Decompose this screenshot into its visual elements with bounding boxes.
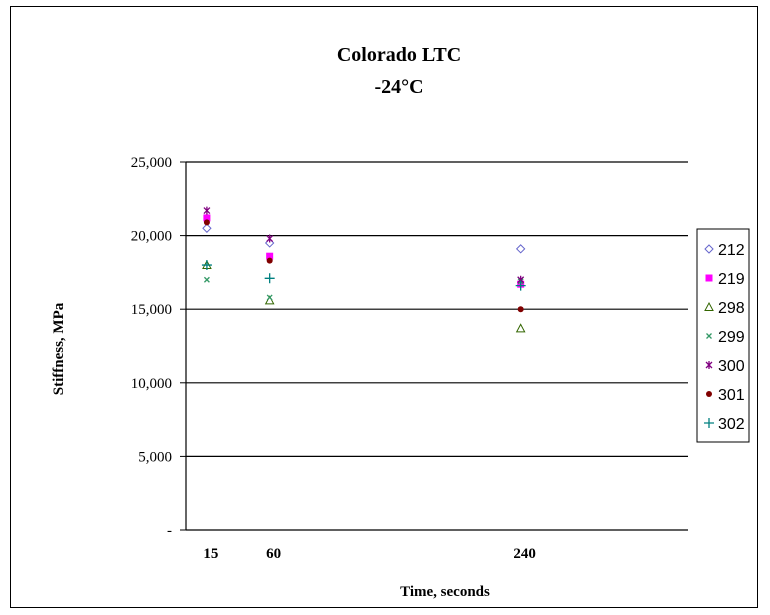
legend-label: 298 xyxy=(718,300,745,317)
y-tick-label: - xyxy=(167,523,172,539)
legend-marker-300 xyxy=(705,361,713,369)
chart-title: Colorado LTC xyxy=(337,44,461,66)
data-point-212 xyxy=(202,223,212,233)
marker-shape xyxy=(705,361,713,369)
legend-marker-299 xyxy=(706,333,712,339)
y-axis-label: Stiffness, MPa xyxy=(51,302,67,395)
chart-subtitle: -24°C xyxy=(374,76,423,98)
legend: 212 219 298 299 300 301 302 xyxy=(696,228,750,443)
chart-frame: Colorado LTC -24°C Stiffness, MPa Time, … xyxy=(10,6,758,608)
marker-shape xyxy=(203,276,210,283)
marks-layer xyxy=(201,206,526,333)
legend-marker-212 xyxy=(704,244,714,254)
data-point-299 xyxy=(266,294,273,301)
legend-label: 300 xyxy=(718,358,745,375)
marker-shape xyxy=(515,323,526,333)
axis-layer: - 5,000 10,000 15,000 20,000 25,000 15 60 240 xyxy=(131,155,688,562)
data-point-302 xyxy=(201,260,212,271)
marker-shape xyxy=(704,244,714,254)
marker-shape xyxy=(266,252,274,260)
marker-shape xyxy=(706,391,712,397)
marker-shape xyxy=(266,294,273,301)
x-axis-label: Time, seconds xyxy=(400,584,490,600)
data-point-302 xyxy=(515,280,526,291)
grid-layer xyxy=(186,161,688,457)
marker-shape xyxy=(515,244,526,254)
marker-shape xyxy=(704,301,714,311)
marker-shape xyxy=(517,306,524,313)
marker-shape xyxy=(203,206,211,215)
marker-shape xyxy=(705,274,713,282)
marker-shape xyxy=(264,273,275,284)
legend-label: 302 xyxy=(718,416,745,433)
legend-marker-302 xyxy=(704,418,714,428)
marker-shape xyxy=(202,223,212,233)
marker-shape xyxy=(706,333,712,339)
chart-svg: Colorado LTC -24°C Stiffness, MPa Time, … xyxy=(51,44,750,600)
y-tick-label: 15,000 xyxy=(131,302,172,318)
data-point-298 xyxy=(515,323,526,333)
marker-shape xyxy=(203,219,210,226)
data-point-301 xyxy=(517,306,524,313)
y-tick-label: 20,000 xyxy=(131,229,172,245)
legend-marker-301 xyxy=(706,391,712,397)
x-tick-label: 15 xyxy=(203,546,218,562)
legend-label: 219 xyxy=(718,271,745,288)
marker-shape xyxy=(266,234,274,243)
legend-box xyxy=(696,228,750,443)
marker-shape xyxy=(515,280,526,291)
marker-shape xyxy=(266,257,273,264)
marker-shape xyxy=(704,418,714,428)
y-tick-label: 5,000 xyxy=(138,449,172,465)
y-tick-label: 10,000 xyxy=(131,376,172,392)
data-point-219 xyxy=(266,252,274,260)
data-point-212 xyxy=(515,244,526,254)
legend-label: 299 xyxy=(718,329,745,346)
marker-shape xyxy=(201,260,212,271)
legend-marker-298 xyxy=(704,301,714,311)
data-point-300 xyxy=(203,206,211,215)
legend-label: 301 xyxy=(718,387,745,404)
data-point-300 xyxy=(266,234,274,243)
x-tick-label: 60 xyxy=(266,546,281,562)
data-point-219 xyxy=(203,214,211,222)
legend-marker-219 xyxy=(705,274,713,282)
y-tick-label: 25,000 xyxy=(131,155,172,171)
data-point-302 xyxy=(264,273,275,284)
data-point-301 xyxy=(266,257,273,264)
marker-shape xyxy=(203,214,211,222)
data-point-301 xyxy=(203,219,210,226)
data-point-299 xyxy=(203,276,210,283)
legend-label: 212 xyxy=(718,242,745,259)
x-tick-label: 240 xyxy=(513,546,536,562)
